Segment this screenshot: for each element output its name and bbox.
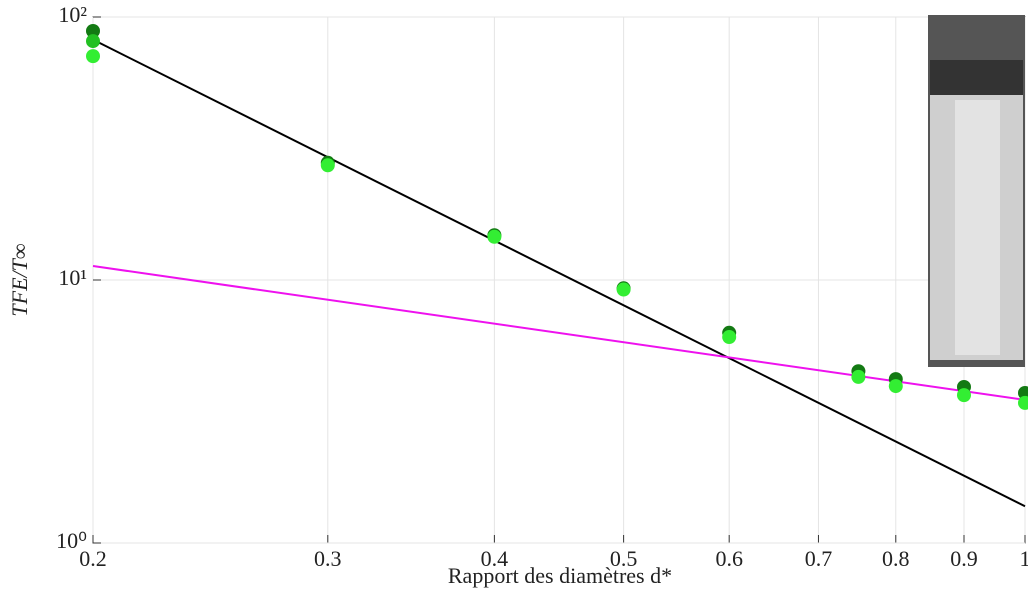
point: [722, 330, 736, 344]
point: [487, 230, 501, 244]
point: [86, 49, 100, 63]
x-tick-label: 0.3: [314, 546, 342, 571]
point: [321, 158, 335, 172]
inset-column: [955, 100, 1000, 355]
x-tick-label: 0.6: [715, 546, 743, 571]
x-tick-label: 0.7: [805, 546, 833, 571]
inset-band: [930, 60, 1023, 95]
point: [86, 34, 100, 48]
point: [889, 379, 903, 393]
y-tick-label: 10²: [58, 2, 87, 27]
x-tick-label: 0.9: [950, 546, 978, 571]
y-axis-label: TFE/T∞: [7, 243, 32, 316]
point: [617, 283, 631, 297]
point: [851, 370, 865, 384]
x-tick-label: 0.5: [610, 546, 638, 571]
x-tick-label: 0.8: [882, 546, 910, 571]
inset-photo: [928, 15, 1025, 367]
x-tick-label: 0.4: [481, 546, 509, 571]
point: [957, 388, 971, 402]
x-tick-label: 1: [1020, 546, 1028, 571]
y-tick-label: 10⁰: [56, 528, 87, 553]
y-tick-label: 10¹: [58, 265, 87, 290]
